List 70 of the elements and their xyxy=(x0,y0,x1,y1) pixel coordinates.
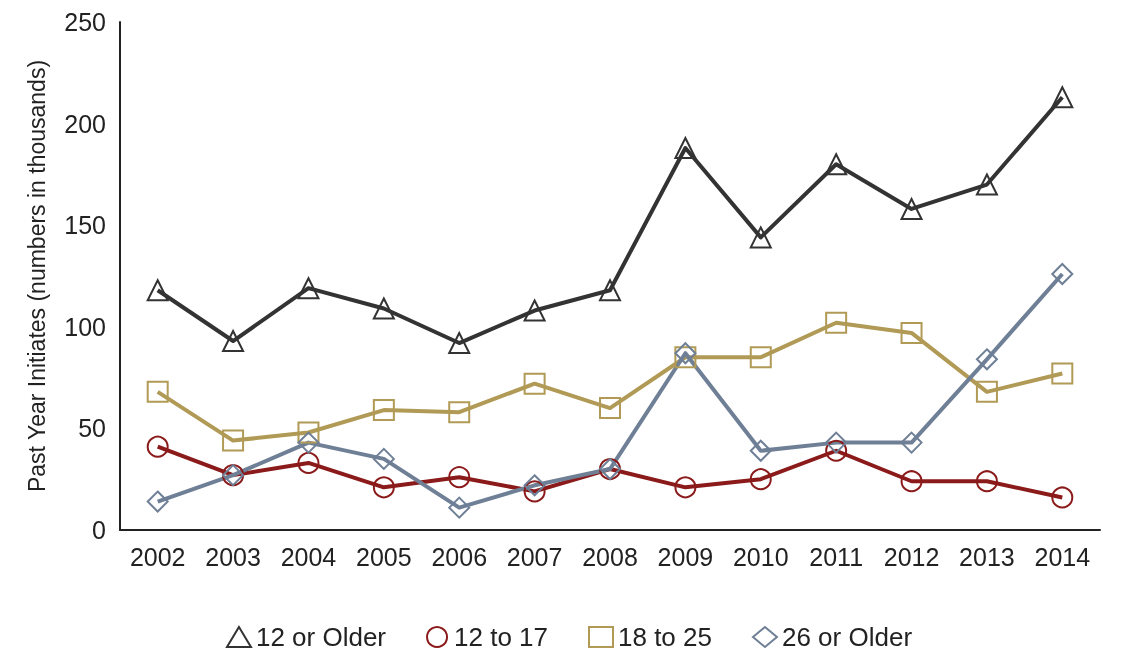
point xyxy=(674,476,697,499)
point xyxy=(222,330,245,353)
point xyxy=(523,480,546,503)
point xyxy=(297,421,320,444)
point xyxy=(372,476,395,499)
point xyxy=(297,431,320,454)
x-tick-label: 2002 xyxy=(129,542,186,571)
x-tick-label: 2010 xyxy=(732,542,789,571)
point xyxy=(749,226,772,249)
y-tick-label: 50 xyxy=(78,414,106,443)
point xyxy=(749,468,772,491)
point xyxy=(1051,486,1074,509)
x-tick-label: 2009 xyxy=(657,542,714,571)
x-tick-label: 2013 xyxy=(959,542,1015,571)
point xyxy=(900,470,923,493)
x-tick-label: 2003 xyxy=(205,542,261,571)
point xyxy=(825,153,848,176)
point xyxy=(523,372,546,395)
x-tick-label: 2006 xyxy=(431,542,488,571)
point xyxy=(900,321,923,344)
point xyxy=(146,279,169,302)
y-tick-label: 0 xyxy=(92,516,106,544)
point xyxy=(222,429,245,452)
x-tick-label: 2004 xyxy=(280,542,337,571)
point xyxy=(372,399,395,422)
point xyxy=(372,297,395,320)
point xyxy=(146,380,169,403)
point xyxy=(674,136,697,159)
point xyxy=(975,470,998,493)
point xyxy=(749,346,772,369)
point xyxy=(1051,86,1074,109)
y-tick-label: 200 xyxy=(64,109,106,138)
x-tick-label: 2014 xyxy=(1034,542,1091,571)
point xyxy=(297,277,320,300)
point xyxy=(146,490,169,513)
legend-label: 26 or Older xyxy=(781,622,913,652)
point xyxy=(900,197,923,220)
point xyxy=(749,439,772,462)
point xyxy=(1051,262,1074,285)
legend-label: 18 to 25 xyxy=(618,622,712,652)
point xyxy=(599,279,621,302)
point xyxy=(146,435,169,458)
x-tick-label: 2008 xyxy=(582,542,638,571)
point xyxy=(975,348,998,371)
x-tick-label: 2011 xyxy=(809,542,864,571)
x-tick-label: 2007 xyxy=(506,542,563,571)
point xyxy=(1051,362,1074,385)
point xyxy=(825,431,848,454)
point xyxy=(599,397,621,420)
y-axis-title: Past Year Initiates (numbers in thousands) xyxy=(23,59,50,493)
legend-label: 12 to 17 xyxy=(454,622,549,652)
point xyxy=(825,439,848,462)
legend-label: 12 or Older xyxy=(255,622,387,652)
point xyxy=(448,496,471,519)
x-tick-label: 2012 xyxy=(883,542,940,571)
point xyxy=(448,401,471,424)
point xyxy=(975,380,998,403)
point xyxy=(523,474,546,497)
point xyxy=(448,466,471,489)
point xyxy=(372,447,395,470)
point xyxy=(900,431,923,454)
y-tick-label: 150 xyxy=(64,211,106,240)
y-tick-label: 250 xyxy=(64,8,106,36)
point xyxy=(448,332,471,355)
point xyxy=(297,451,320,474)
point xyxy=(975,173,998,196)
x-tick-label: 2005 xyxy=(356,542,412,571)
y-tick-label: 100 xyxy=(64,312,106,341)
point xyxy=(825,311,848,334)
point xyxy=(523,299,546,322)
